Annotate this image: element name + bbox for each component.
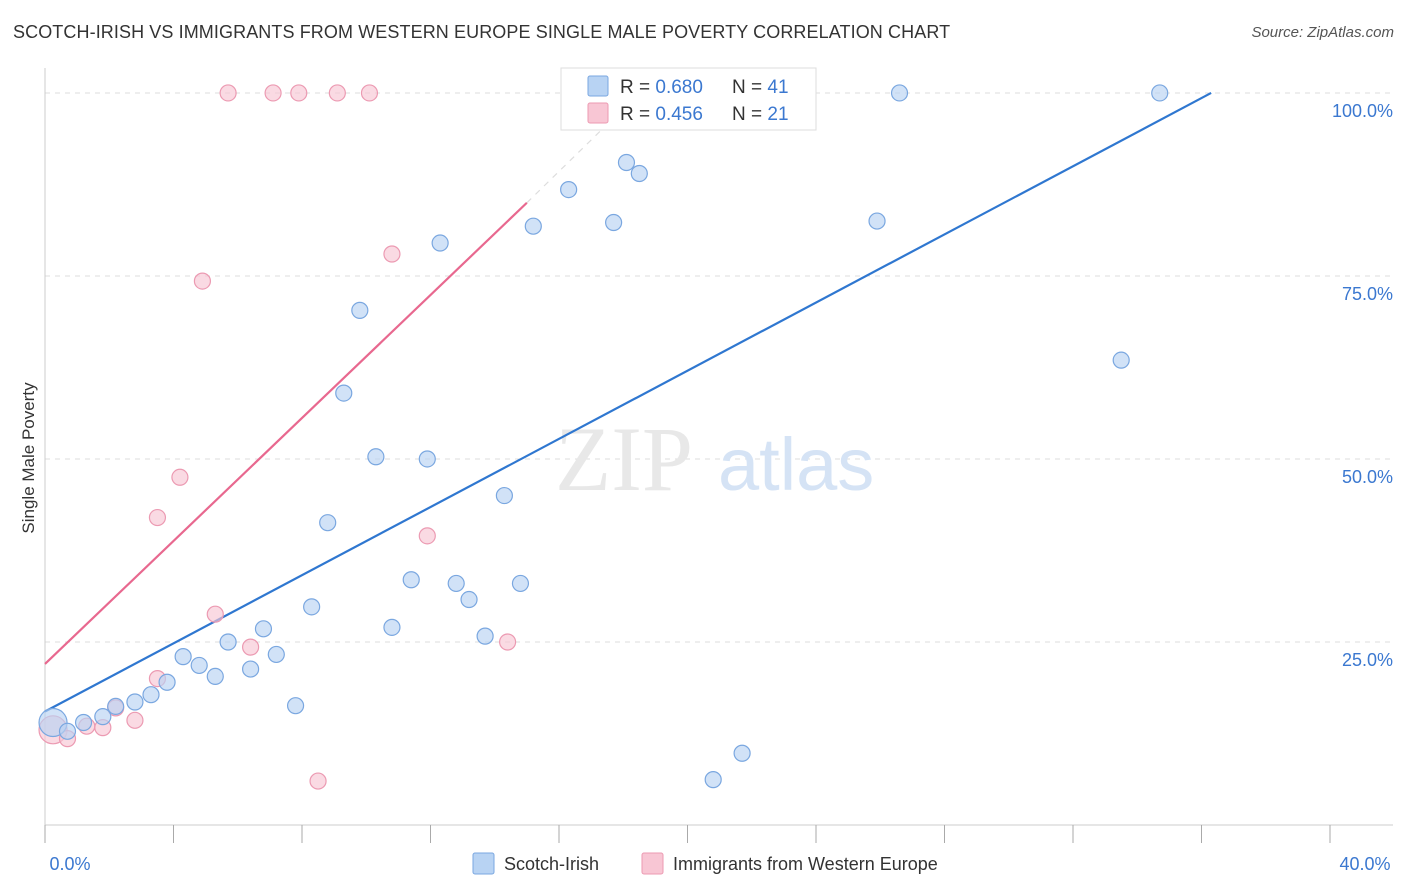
scotch-irish-point	[402, 571, 420, 589]
stats-n-value: 41	[767, 77, 788, 98]
y-tick-label: 50.0%	[1342, 467, 1393, 487]
western-europe-point	[418, 527, 436, 545]
western-europe-point	[360, 84, 379, 102]
scotch-irish-point	[142, 686, 160, 704]
western-europe-point	[171, 468, 189, 486]
scotch-irish-point	[335, 384, 353, 402]
scotch-irish-point	[319, 514, 337, 532]
scotch-irish-point	[511, 574, 530, 593]
stats-r-value: 0.680	[655, 77, 703, 98]
western-europe-point	[309, 772, 327, 790]
legend-label-scotch-irish: Scotch-Irish	[504, 854, 599, 874]
scotch-irish-point	[351, 301, 369, 319]
western-europe-point	[264, 84, 282, 102]
scotch-irish-point	[1112, 351, 1130, 369]
scotch-irish-point	[107, 697, 125, 716]
scotch-irish-point	[219, 633, 237, 651]
trend-line-scotch-irish	[44, 91, 1212, 713]
western-europe-point	[328, 84, 346, 102]
stats-legend-swatch-blue	[587, 75, 609, 97]
stats-r-label: R =	[620, 77, 655, 98]
stats-legend-swatch-pink	[587, 102, 609, 124]
scotch-irish-point	[1151, 84, 1169, 102]
y-tick-labels: 100.0% 75.0% 50.0% 25.0%	[1332, 101, 1393, 670]
scotch-irish-point	[418, 450, 436, 468]
western-europe-point	[383, 245, 401, 263]
western-europe-point	[499, 633, 517, 651]
scotch-irish-point	[476, 627, 494, 645]
scotch-irish-point	[242, 660, 260, 678]
scotch-irish-point	[94, 708, 112, 726]
legend-swatch-scotch-irish	[472, 852, 495, 875]
scotch-irish-point	[733, 744, 751, 762]
scotch-irish-point	[560, 180, 578, 199]
x-tick-label-max: 40.0%	[1339, 854, 1390, 874]
scotch-irish-point	[605, 213, 623, 232]
scotch-irish-point	[58, 722, 77, 740]
data-points	[38, 84, 1169, 790]
scotch-irish-point	[206, 667, 224, 685]
scotch-irish-point	[617, 153, 636, 172]
scotch-irish-point	[704, 771, 722, 789]
scotch-irish-point	[383, 618, 401, 636]
stats-r-label: R =	[620, 104, 655, 125]
western-europe-point	[206, 605, 224, 623]
watermark-atlas: atlas	[718, 423, 874, 506]
svg-text:R = 0.456: R = 0.456	[620, 104, 703, 125]
western-europe-point	[193, 272, 212, 290]
svg-text:N = 21: N = 21	[732, 104, 789, 125]
y-tick-label: 75.0%	[1342, 284, 1393, 304]
western-europe-point	[290, 84, 308, 102]
watermark-zip: ZIP	[555, 408, 693, 510]
western-europe-point	[219, 84, 237, 102]
grid-lines	[45, 92, 1393, 643]
scotch-irish-point	[267, 645, 285, 664]
scotch-irish-point	[74, 713, 93, 732]
scotch-irish-point	[460, 590, 478, 609]
scotch-irish-point	[126, 693, 144, 711]
scotch-irish-point	[254, 620, 273, 638]
svg-text:R = 0.680: R = 0.680	[620, 77, 703, 98]
svg-text:N = 41: N = 41	[732, 77, 789, 98]
scotch-irish-point	[431, 234, 449, 252]
y-tick-label: 100.0%	[1332, 101, 1393, 121]
stats-n-label: N =	[732, 104, 767, 125]
series-legend: Scotch-Irish Immigrants from Western Eur…	[472, 852, 938, 875]
scotch-irish-point	[190, 656, 208, 675]
scotch-irish-point	[447, 574, 465, 593]
axes	[44, 68, 1393, 843]
y-axis-label: Single Male Poverty	[19, 382, 38, 534]
scotch-irish-point	[524, 217, 542, 235]
stats-n-label: N =	[732, 77, 767, 98]
trend-line-western-europe	[44, 201, 528, 665]
western-europe-point	[148, 508, 167, 527]
scotch-irish-point	[890, 84, 909, 102]
trend-line-extension	[526, 92, 640, 204]
scotch-irish-point	[868, 212, 886, 230]
scotch-irish-point	[303, 598, 321, 616]
western-europe-point	[126, 711, 144, 729]
stats-r-value: 0.456	[655, 104, 703, 125]
scotch-irish-point	[286, 697, 305, 715]
scotch-irish-point	[367, 448, 385, 466]
source-credit: Source: ZipAtlas.com	[1251, 24, 1394, 41]
scotch-irish-point	[630, 164, 648, 183]
legend-label-western-europe: Immigrants from Western Europe	[673, 854, 938, 874]
western-europe-point	[242, 638, 260, 656]
stats-legend: R = 0.680 N = 41 R = 0.456 N = 21	[560, 67, 817, 131]
x-tick-label-min: 0.0%	[49, 854, 90, 874]
scotch-irish-point	[174, 648, 192, 666]
chart-title: SCOTCH-IRISH VS IMMIGRANTS FROM WESTERN …	[13, 22, 951, 42]
y-tick-label: 25.0%	[1342, 650, 1393, 670]
scotch-irish-point	[158, 673, 176, 691]
trend-lines	[44, 91, 1212, 713]
legend-swatch-western-europe	[641, 852, 664, 875]
stats-n-value: 21	[767, 104, 788, 125]
scotch-irish-point	[495, 486, 513, 505]
